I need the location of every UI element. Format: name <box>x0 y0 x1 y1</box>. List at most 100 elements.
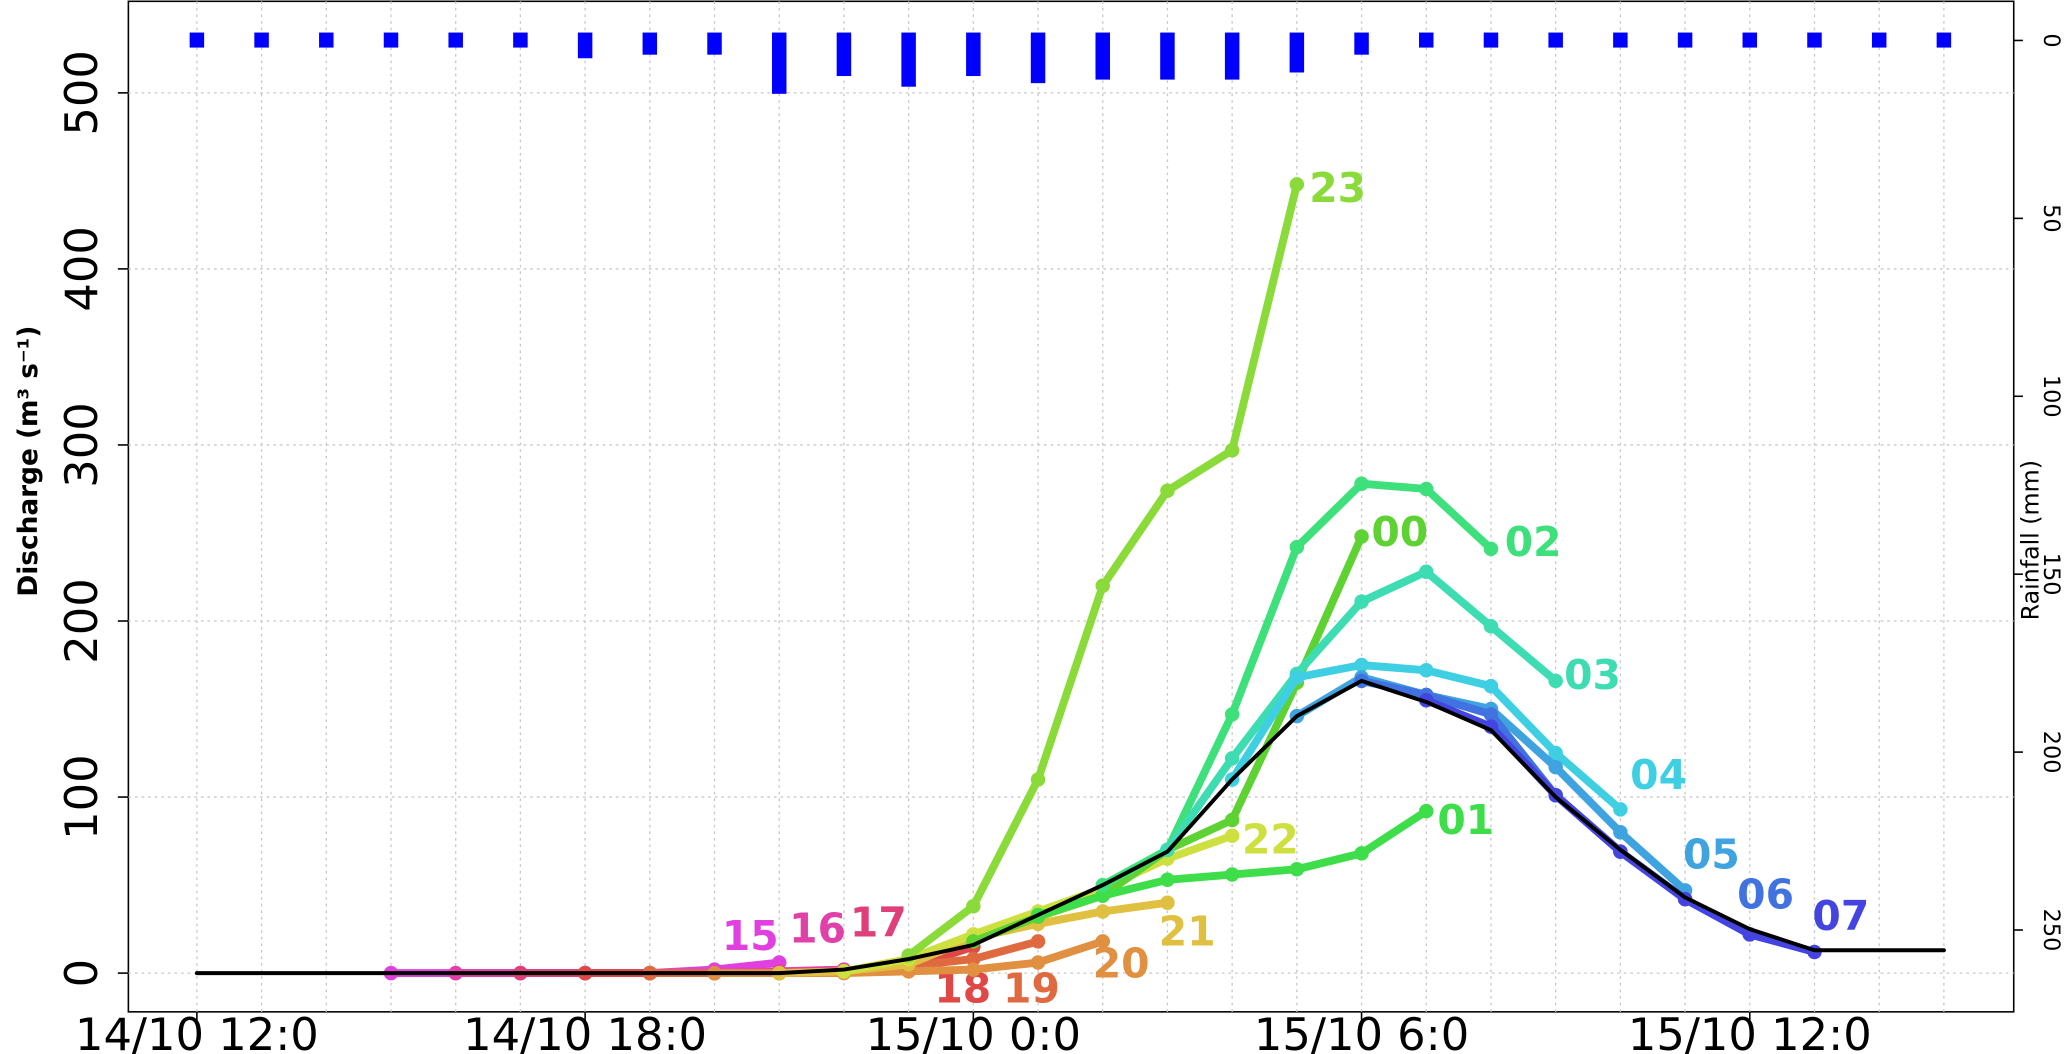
rain-bar <box>577 32 593 59</box>
x-tick-label: 15/10 12:0 <box>1628 1008 1872 1054</box>
forecast-point <box>1483 619 1499 634</box>
series-label: 05 <box>1683 830 1740 878</box>
forecast-point <box>1548 759 1563 775</box>
forecast-point <box>1160 872 1175 888</box>
y-tick-label: 500 <box>55 50 108 135</box>
series-label: 15 <box>722 912 779 960</box>
rain-bar <box>1742 32 1758 48</box>
y2-tick-label: 100 <box>2038 375 2064 418</box>
series-label: 16 <box>789 904 846 952</box>
y2-tick-label: 200 <box>2038 731 2064 774</box>
y2-tick-label: 50 <box>2038 204 2064 232</box>
forecast-point <box>1224 828 1240 844</box>
forecast-point <box>1030 934 1046 949</box>
forecast-point <box>1419 803 1434 819</box>
plot-frame <box>127 0 2015 1013</box>
x-tick-label: 15/10 0:0 <box>866 1008 1081 1054</box>
y-tick-label: 100 <box>55 754 108 839</box>
forecast-point <box>1354 657 1369 673</box>
rain-bar <box>254 32 269 48</box>
rain-bar <box>1224 32 1240 80</box>
y-tick-label: 400 <box>55 226 108 311</box>
forecast-point <box>966 951 981 967</box>
rain-bar <box>1548 32 1563 48</box>
forecast-point <box>1224 751 1240 766</box>
forecast-point <box>1030 772 1046 787</box>
forecast-point <box>1354 529 1369 544</box>
rain-bar <box>707 32 722 55</box>
rain-bar <box>1613 32 1628 48</box>
forecast-point <box>1289 670 1305 685</box>
forecast-point <box>1354 846 1369 861</box>
forecast-point <box>1483 678 1499 694</box>
forecast-point <box>1224 442 1240 458</box>
x-tick-label: 14/10 18:0 <box>463 1008 707 1054</box>
forecast-point <box>1289 177 1305 192</box>
rain-bar <box>1160 32 1175 80</box>
forecast-point <box>1483 707 1499 722</box>
forecast-point <box>1160 483 1175 498</box>
series-label: 17 <box>850 899 907 947</box>
forecast-point <box>1095 888 1110 903</box>
series-label: 19 <box>1003 964 1060 1012</box>
y2-tick-label: 0 <box>2038 33 2064 47</box>
rain-bar <box>1936 32 1952 48</box>
forecast-point <box>1419 564 1434 579</box>
rain-bar <box>1354 32 1369 55</box>
rain-bar <box>383 32 399 48</box>
series-label: 00 <box>1371 508 1428 556</box>
rain-bar <box>1677 32 1693 48</box>
forecast-point <box>1224 707 1240 722</box>
series-label: 07 <box>1812 892 1869 940</box>
forecast-point <box>1613 825 1628 840</box>
forecast-point <box>1224 867 1240 882</box>
forecast-point <box>1354 594 1369 609</box>
rain-bar <box>642 32 658 55</box>
series-label: 01 <box>1437 796 1494 844</box>
rain-bar <box>448 32 463 48</box>
series-label: 21 <box>1159 907 1216 955</box>
forecast-point <box>1548 673 1563 689</box>
rain-bar <box>966 32 981 77</box>
rain-bar <box>1807 32 1822 48</box>
series-label: 22 <box>1242 815 1299 863</box>
forecast-point <box>1095 904 1110 919</box>
rain-bar <box>1871 32 1887 48</box>
forecast-point <box>1419 663 1434 678</box>
rain-bar <box>1289 32 1305 73</box>
rain-bar <box>1483 32 1499 48</box>
forecast-point <box>1613 802 1628 817</box>
y2-tick-label: 150 <box>2038 553 2064 596</box>
rain-bar <box>771 32 787 94</box>
rain-bar <box>836 32 852 77</box>
observed-line <box>194 678 1946 976</box>
y2-axis-label: Rainfall (mm) <box>2017 460 2045 620</box>
rain-bar <box>1095 32 1110 80</box>
forecast-point <box>1095 934 1110 949</box>
rain-bar <box>319 32 334 48</box>
rain-bar <box>901 32 916 87</box>
y-tick-label: 200 <box>55 578 108 663</box>
y-tick-label: 300 <box>55 402 108 487</box>
forecast-point <box>1030 955 1046 970</box>
series-label: 03 <box>1564 651 1621 699</box>
rain-bar <box>513 32 528 48</box>
series-label: 04 <box>1630 751 1687 799</box>
rain-bar <box>189 32 205 48</box>
y-tick-label: 0 <box>55 959 108 987</box>
series-label: 23 <box>1309 164 1366 212</box>
forecast-point <box>1289 861 1305 877</box>
forecast-point <box>1160 895 1175 910</box>
x-tick-label: 14/10 12:0 <box>75 1008 319 1054</box>
x-tick-label: 15/10 6:0 <box>1254 1008 1469 1054</box>
forecast-point <box>1483 541 1499 557</box>
series-label: 06 <box>1737 870 1794 918</box>
forecast-point <box>1224 812 1240 828</box>
y-axis-label: Discharge (m³ s⁻¹) <box>14 326 44 597</box>
series-label: 20 <box>1093 939 1150 987</box>
forecast-point <box>966 898 981 914</box>
series-label: 02 <box>1505 518 1562 566</box>
forecast-point <box>1289 539 1305 555</box>
forecast-point <box>1419 481 1434 497</box>
